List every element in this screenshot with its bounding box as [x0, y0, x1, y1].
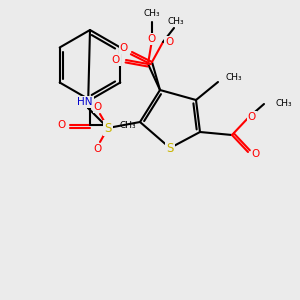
Text: O: O [94, 144, 102, 154]
Text: S: S [104, 122, 112, 134]
Text: O: O [112, 55, 120, 65]
Text: O: O [148, 34, 156, 44]
Text: CH₃: CH₃ [168, 16, 184, 26]
Text: O: O [165, 37, 173, 47]
Text: CH₃: CH₃ [144, 10, 160, 19]
Text: CH₃: CH₃ [120, 121, 136, 130]
Text: O: O [120, 43, 128, 53]
Text: O: O [248, 112, 256, 122]
Text: O: O [252, 149, 260, 159]
Text: HN: HN [77, 97, 93, 107]
Text: S: S [166, 142, 174, 154]
Text: CH₃: CH₃ [225, 73, 242, 82]
Text: CH₃: CH₃ [276, 100, 292, 109]
Text: O: O [57, 120, 65, 130]
Text: O: O [94, 102, 102, 112]
